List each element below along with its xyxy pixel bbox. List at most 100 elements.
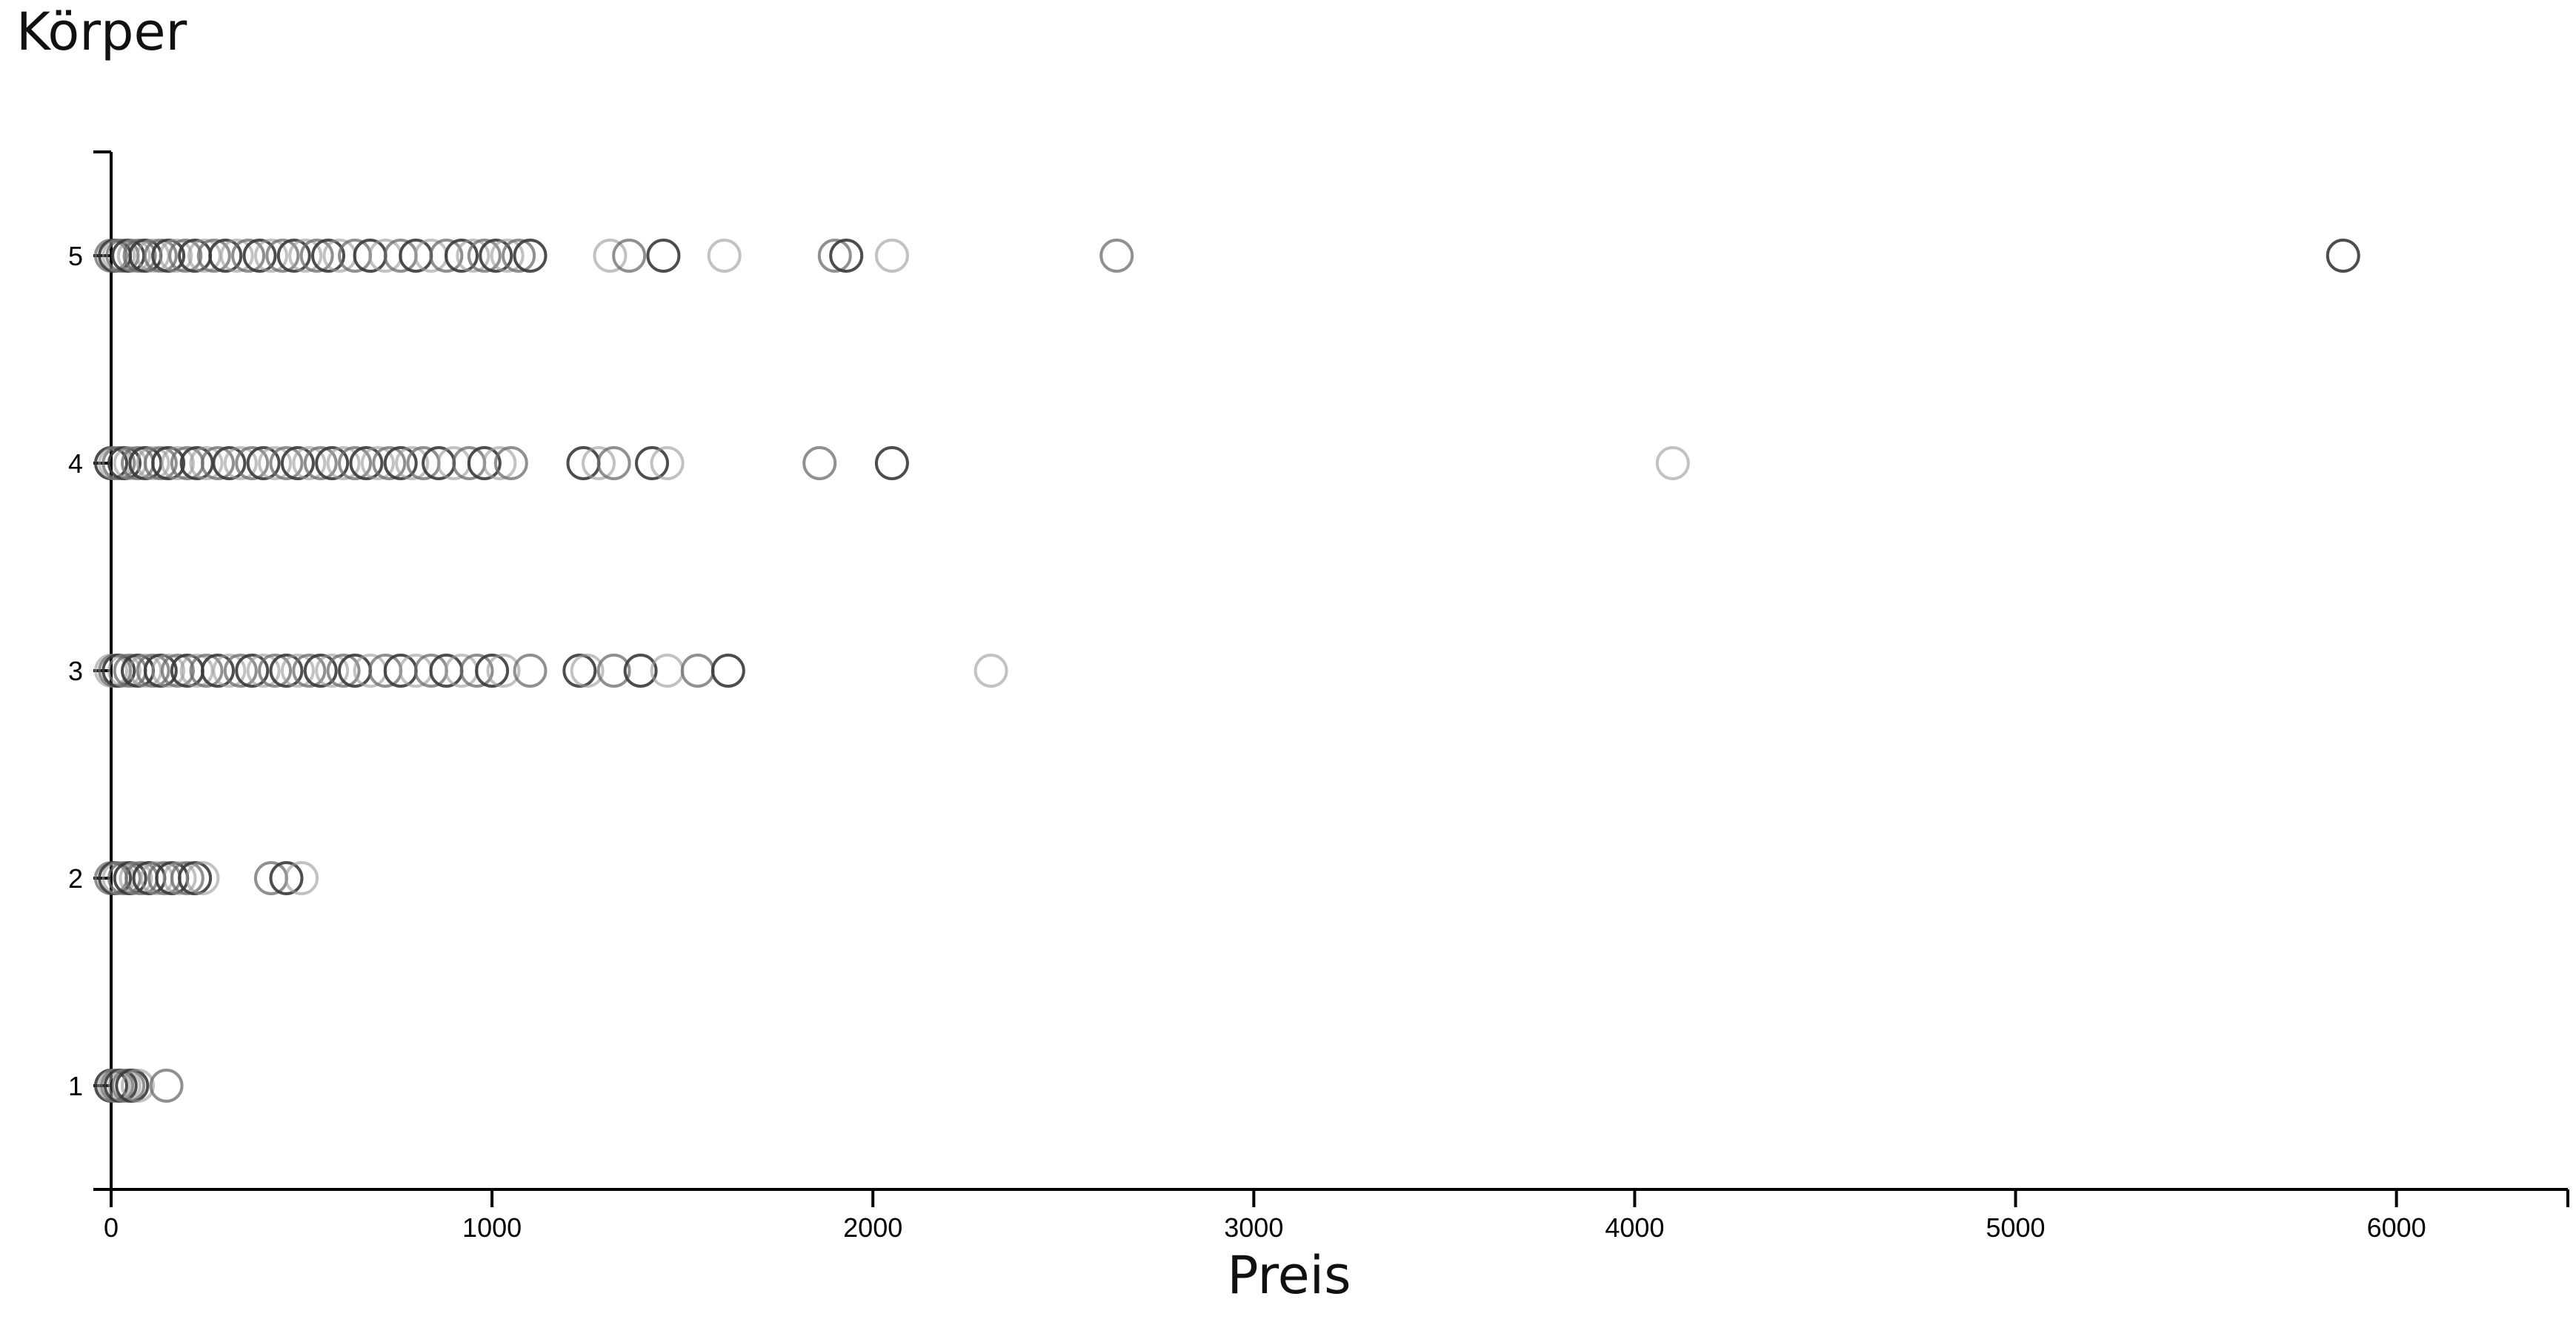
data-point bbox=[253, 239, 288, 273]
x-tick-label: 1000 bbox=[462, 1212, 522, 1243]
data-point bbox=[143, 446, 178, 480]
data-point bbox=[299, 239, 334, 273]
data-point bbox=[490, 239, 525, 273]
data-point bbox=[200, 654, 235, 688]
data-point bbox=[284, 861, 319, 895]
data-point bbox=[974, 654, 1008, 688]
data-point bbox=[159, 239, 193, 273]
data-point bbox=[149, 1069, 184, 1103]
y-tick-label: 5 bbox=[68, 241, 83, 271]
x-tick-label: 4000 bbox=[1605, 1212, 1664, 1243]
data-point bbox=[136, 654, 170, 688]
y-tick-label: 1 bbox=[68, 1071, 83, 1101]
data-point bbox=[235, 654, 270, 688]
data-point bbox=[570, 654, 605, 688]
data-point bbox=[292, 654, 327, 688]
data-point bbox=[143, 239, 178, 273]
data-point bbox=[258, 446, 293, 480]
data-point bbox=[212, 446, 247, 480]
data-point bbox=[650, 446, 685, 480]
data-point bbox=[265, 239, 300, 273]
data-point bbox=[269, 446, 304, 480]
data-point bbox=[246, 654, 281, 688]
data-point bbox=[292, 446, 327, 480]
data-point bbox=[349, 446, 384, 480]
data-point bbox=[196, 239, 231, 273]
x-tick-label: 5000 bbox=[1986, 1212, 2045, 1243]
x-tick-label: 2000 bbox=[843, 1212, 902, 1243]
data-point bbox=[303, 654, 338, 688]
data-point bbox=[596, 654, 631, 688]
data-point bbox=[200, 446, 235, 480]
x-axis-title: Preis bbox=[1227, 1245, 1351, 1306]
data-point bbox=[1099, 239, 1134, 273]
data-point bbox=[383, 446, 418, 480]
data-point bbox=[168, 239, 203, 273]
axes: 0 1000 2000 3000 4000 5000 6000 1 2 3 4 5 bbox=[68, 150, 2569, 1243]
data-point bbox=[315, 654, 350, 688]
data-point bbox=[1655, 446, 1690, 480]
data-point bbox=[235, 446, 270, 480]
data-point bbox=[303, 446, 338, 480]
data-point bbox=[710, 654, 745, 688]
data-point bbox=[170, 861, 204, 895]
data-point bbox=[482, 446, 517, 480]
data-point bbox=[456, 239, 490, 273]
data-point bbox=[151, 446, 186, 480]
data-point bbox=[160, 446, 195, 480]
data-point bbox=[874, 239, 909, 273]
data-point bbox=[502, 239, 536, 273]
data-point bbox=[189, 446, 224, 480]
data-point bbox=[582, 446, 616, 480]
data-point bbox=[467, 446, 502, 480]
data-point bbox=[208, 239, 243, 273]
data-point bbox=[486, 654, 521, 688]
data-point bbox=[513, 239, 548, 273]
y-tick-label: 2 bbox=[68, 863, 83, 894]
data-point bbox=[276, 239, 311, 273]
data-point bbox=[326, 446, 361, 480]
data-point bbox=[562, 654, 597, 688]
data-point bbox=[189, 654, 224, 688]
data-point bbox=[475, 654, 510, 688]
data-point bbox=[459, 654, 494, 688]
data-point bbox=[231, 239, 266, 273]
data-point bbox=[680, 654, 715, 688]
data-point bbox=[612, 239, 647, 273]
data-point bbox=[646, 239, 681, 273]
data-point bbox=[246, 446, 281, 480]
data-point bbox=[467, 239, 502, 273]
data-point bbox=[136, 446, 170, 480]
data-point bbox=[223, 654, 258, 688]
data-point bbox=[185, 861, 220, 895]
data-point bbox=[151, 239, 186, 273]
x-tick-label: 0 bbox=[104, 1212, 119, 1243]
data-point bbox=[326, 654, 361, 688]
data-point bbox=[269, 654, 304, 688]
data-point bbox=[120, 1069, 155, 1103]
x-tick-label: 3000 bbox=[1224, 1212, 1283, 1243]
data-point bbox=[212, 654, 247, 688]
data-point bbox=[707, 239, 742, 273]
y-tick-label: 4 bbox=[68, 448, 83, 479]
data-point bbox=[623, 654, 658, 688]
data-point bbox=[178, 861, 213, 895]
data-point bbox=[288, 239, 323, 273]
data-point bbox=[479, 239, 513, 273]
data-points bbox=[94, 239, 2360, 1103]
y-tick-label: 3 bbox=[68, 656, 83, 686]
data-point bbox=[160, 654, 195, 688]
data-point bbox=[269, 861, 304, 895]
x-tick-label: 6000 bbox=[2367, 1212, 2426, 1243]
data-point bbox=[493, 446, 528, 480]
data-point bbox=[802, 446, 837, 480]
data-point bbox=[444, 239, 479, 273]
data-point bbox=[258, 654, 293, 688]
data-point bbox=[242, 239, 277, 273]
data-point bbox=[817, 239, 852, 273]
data-point bbox=[513, 654, 548, 688]
data-point bbox=[162, 861, 197, 895]
data-point bbox=[395, 446, 430, 480]
data-point bbox=[429, 239, 464, 273]
